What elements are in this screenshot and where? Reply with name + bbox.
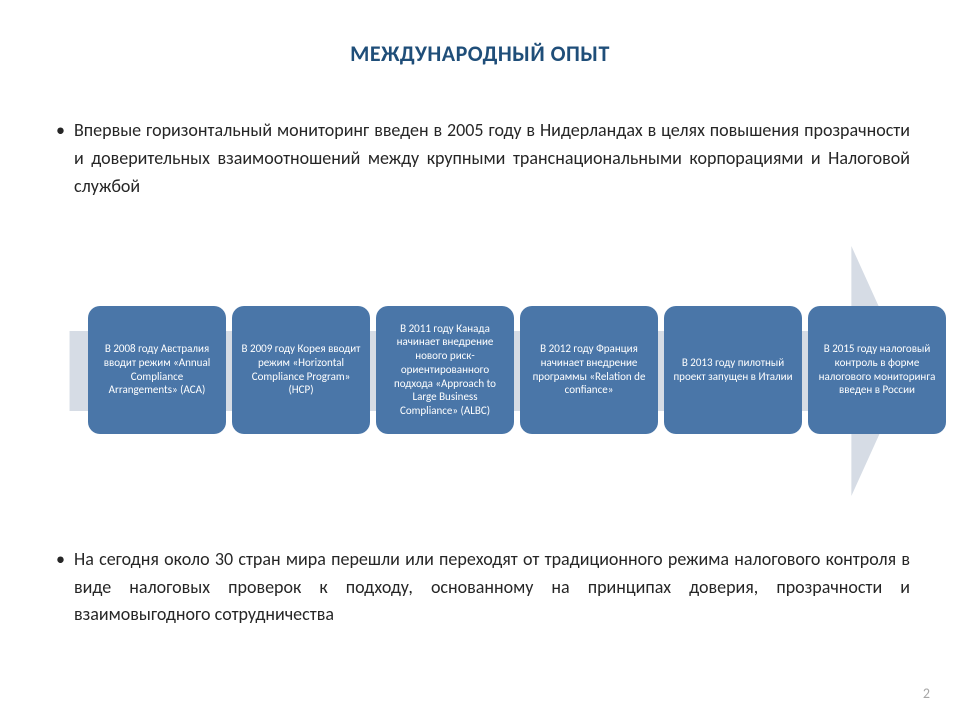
timeline: В 2008 году Австралия вводит режим «Annu… [50, 226, 910, 516]
outro-paragraph: На сегодня около 30 стран мира перешли и… [50, 546, 910, 630]
page-number: 2 [923, 685, 930, 702]
timeline-item: В 2009 году Корея вводит режим «Horizont… [232, 306, 370, 434]
timeline-item-label: В 2015 году налоговый контроль в форме н… [816, 342, 938, 397]
timeline-item-label: В 2008 году Австралия вводит режим «Annu… [96, 342, 218, 397]
intro-paragraph: Впервые горизонтальный мониторинг введен… [50, 117, 910, 201]
page-title: МЕЖДУНАРОДНЫЙ ОПЫТ [50, 40, 910, 67]
timeline-item: В 2008 году Австралия вводит режим «Annu… [88, 306, 226, 434]
timeline-item-label: В 2012 году Франция начинает внедрение п… [528, 342, 650, 397]
slide: МЕЖДУНАРОДНЫЙ ОПЫТ Впервые горизонтальны… [0, 0, 960, 720]
timeline-item-label: В 2011 году Канада начинает внедрение но… [384, 322, 506, 418]
timeline-boxes: В 2008 году Австралия вводит режим «Annu… [88, 306, 946, 434]
timeline-item-label: В 2013 году пилотный проект запущен в Ит… [672, 356, 794, 384]
timeline-item-label: В 2009 году Корея вводит режим «Horizont… [240, 342, 362, 397]
timeline-item: В 2012 году Франция начинает внедрение п… [520, 306, 658, 434]
timeline-item: В 2015 году налоговый контроль в форме н… [808, 306, 946, 434]
timeline-item: В 2011 году Канада начинает внедрение но… [376, 306, 514, 434]
timeline-item: В 2013 году пилотный проект запущен в Ит… [664, 306, 802, 434]
